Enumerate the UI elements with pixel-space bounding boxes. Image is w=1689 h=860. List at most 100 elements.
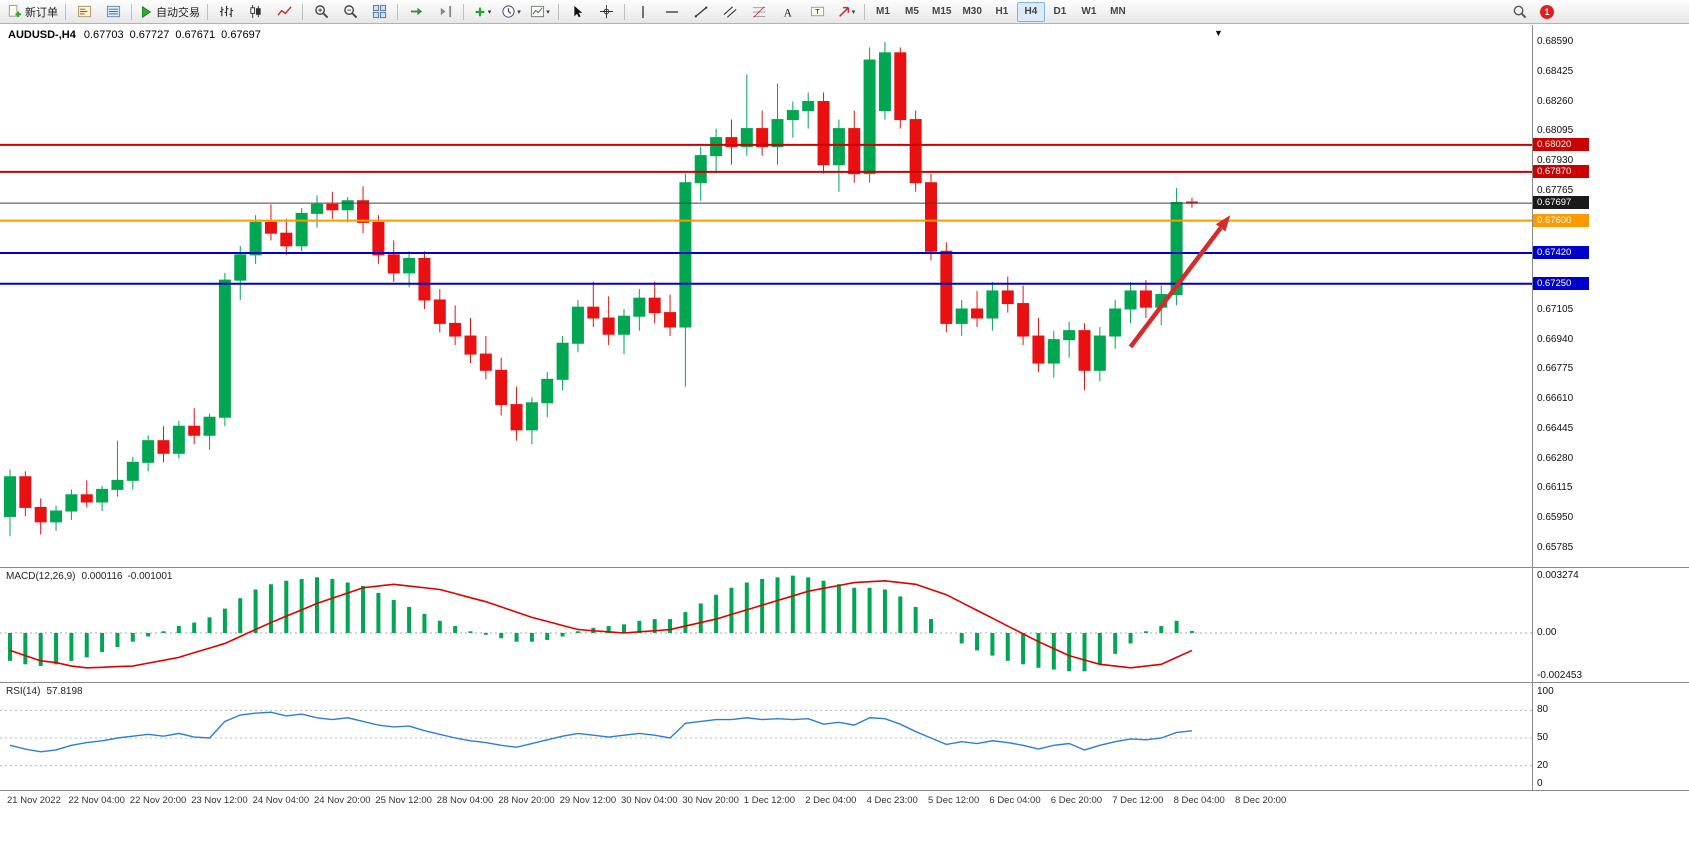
horizontal-line-icon xyxy=(665,10,679,13)
macd-label: MACD(12,26,9) 0.000116 -0.001001 xyxy=(6,571,177,582)
time-axis-label: 2 Dec 04:00 xyxy=(805,795,857,806)
rsi-axis-label: 0 xyxy=(1537,778,1543,789)
autotrading-icon xyxy=(142,5,152,18)
arrows-icon xyxy=(838,6,849,17)
macd-axis-label: -0.002453 xyxy=(1537,669,1583,681)
dropdown-caret-icon: ▾ xyxy=(546,8,550,16)
timeframe-button-m30[interactable]: M30 xyxy=(962,6,982,17)
channel-button[interactable] xyxy=(716,1,744,23)
crosshair-icon xyxy=(599,4,613,19)
toolbar-separator xyxy=(207,3,208,20)
chart-shift-button[interactable] xyxy=(431,1,459,23)
time-axis-label: 7 Dec 12:00 xyxy=(1112,795,1164,806)
main-price-chart[interactable] xyxy=(0,25,1532,565)
time-axis-label: 6 Dec 04:00 xyxy=(989,795,1041,806)
channel-icon xyxy=(723,5,737,18)
timeframe-button-d1[interactable]: D1 xyxy=(1053,6,1067,17)
new-order-button[interactable]: 新订单 xyxy=(4,1,61,23)
macd-chart[interactable] xyxy=(0,569,1532,680)
price-axis-label: 0.67930 xyxy=(1537,155,1574,167)
trend-arrow-head[interactable] xyxy=(1215,215,1231,232)
time-axis-label: 25 Nov 12:00 xyxy=(375,795,432,806)
text-button[interactable]: A xyxy=(774,1,802,23)
cursor-button[interactable] xyxy=(563,1,591,23)
data-window-icon xyxy=(106,5,120,18)
horizontal-line-button[interactable] xyxy=(658,1,686,23)
timeframe-button-w1[interactable]: W1 xyxy=(1081,6,1097,17)
time-axis-separator xyxy=(0,790,1689,791)
trend-arrow-annotation[interactable] xyxy=(1128,226,1223,349)
price-tag: 0.67600 xyxy=(1533,213,1589,227)
time-axis-label: 23 Nov 12:00 xyxy=(191,795,248,806)
toolbar-separator xyxy=(558,3,559,20)
time-axis-label: 24 Nov 20:00 xyxy=(314,795,371,806)
toolbar-separator xyxy=(624,3,625,20)
tile-windows-button[interactable] xyxy=(365,1,393,23)
svg-text:A: A xyxy=(784,7,793,19)
data-window-button[interactable] xyxy=(99,1,127,23)
timeframe-button-mn[interactable]: MN xyxy=(1110,6,1126,17)
time-axis: 21 Nov 2022 22 Nov 04:00 22 Nov 20:00 23 No… xyxy=(0,793,1689,809)
templates-button[interactable]: ▾ xyxy=(526,1,554,23)
price-axis-separator xyxy=(1532,25,1533,791)
notification-badge[interactable]: 1 xyxy=(1540,4,1554,19)
chart-shift-icon xyxy=(440,5,451,18)
price-tag: 0.67420 xyxy=(1533,246,1589,260)
vertical-line-button[interactable] xyxy=(629,1,657,23)
rsi-axis-label: 100 xyxy=(1537,686,1554,697)
timeframe-button-h1[interactable]: H1 xyxy=(995,6,1009,17)
candles-group xyxy=(4,42,1198,537)
line-chart-icon xyxy=(276,6,292,16)
search-button[interactable] xyxy=(1505,1,1533,23)
cursor-icon xyxy=(574,5,583,17)
chart-context-arrow-icon[interactable]: ▼ xyxy=(1214,28,1223,38)
dropdown-caret-icon: ▾ xyxy=(851,8,856,16)
fibonacci-icon xyxy=(752,5,766,18)
timeframe-button-m15[interactable]: M15 xyxy=(932,6,952,17)
rsi-chart[interactable] xyxy=(0,684,1532,788)
periods-button[interactable]: ▾ xyxy=(497,1,525,23)
toolbar-separator xyxy=(864,3,865,20)
autotrading-button[interactable]: 自动交易 xyxy=(136,1,203,23)
timeframe-button-h4[interactable]: H4 xyxy=(1016,1,1045,22)
rsi-label: RSI(14) 57.8198 xyxy=(6,686,88,697)
add-indicator-icon xyxy=(475,7,485,16)
text-label-button[interactable]: T xyxy=(803,1,831,23)
candlestick-chart-button[interactable] xyxy=(241,1,269,23)
tile-windows-icon xyxy=(372,4,386,19)
templates-icon xyxy=(531,5,545,18)
line-chart-button[interactable] xyxy=(270,1,298,23)
low-value: 0.67671 xyxy=(175,29,216,41)
zoom-in-button[interactable] xyxy=(307,1,335,23)
trendline-button[interactable] xyxy=(687,1,715,23)
timeframe-button-m5[interactable]: M5 xyxy=(905,6,919,17)
time-axis-label: 22 Nov 04:00 xyxy=(68,795,125,806)
panel-separator[interactable] xyxy=(0,567,1689,568)
toolbar-separator xyxy=(463,3,464,20)
time-axis-label: 1 Dec 12:00 xyxy=(743,795,796,806)
candlestick-chart-icon xyxy=(249,4,261,19)
time-axis-label: 21 Nov 2022 xyxy=(7,795,61,806)
new-order-label: 新订单 xyxy=(25,6,58,19)
price-axis-label: 0.66280 xyxy=(1537,452,1574,464)
rsi-line xyxy=(9,711,1193,753)
price-axis: 0.68590 0.68425 0.68260 0.68095 0.67930 0.677… xyxy=(1533,25,1689,791)
arrows-button[interactable]: ▾ xyxy=(832,1,860,23)
high-value: 0.67727 xyxy=(129,29,170,41)
crosshair-button[interactable] xyxy=(592,1,620,23)
price-axis-label: 0.66610 xyxy=(1537,393,1574,405)
add-indicator-button[interactable]: ▾ xyxy=(468,1,496,23)
zoom-out-button[interactable] xyxy=(336,1,364,23)
symbol-period: AUDUSD-,H4 xyxy=(8,29,76,41)
rsi-axis-label: 80 xyxy=(1537,704,1549,716)
timeframe-button-m1[interactable]: M1 xyxy=(876,6,890,17)
toolbar-separator xyxy=(131,3,132,20)
text-label-icon: T xyxy=(810,6,824,17)
bar-chart-button[interactable] xyxy=(212,1,240,23)
panel-separator[interactable] xyxy=(0,682,1689,683)
auto-scroll-button[interactable] xyxy=(402,1,430,23)
bar-chart-icon xyxy=(219,5,233,18)
fibonacci-button[interactable] xyxy=(745,1,773,23)
macd-axis-label: 0.003274 xyxy=(1537,570,1579,582)
market-watch-button[interactable] xyxy=(70,1,98,23)
